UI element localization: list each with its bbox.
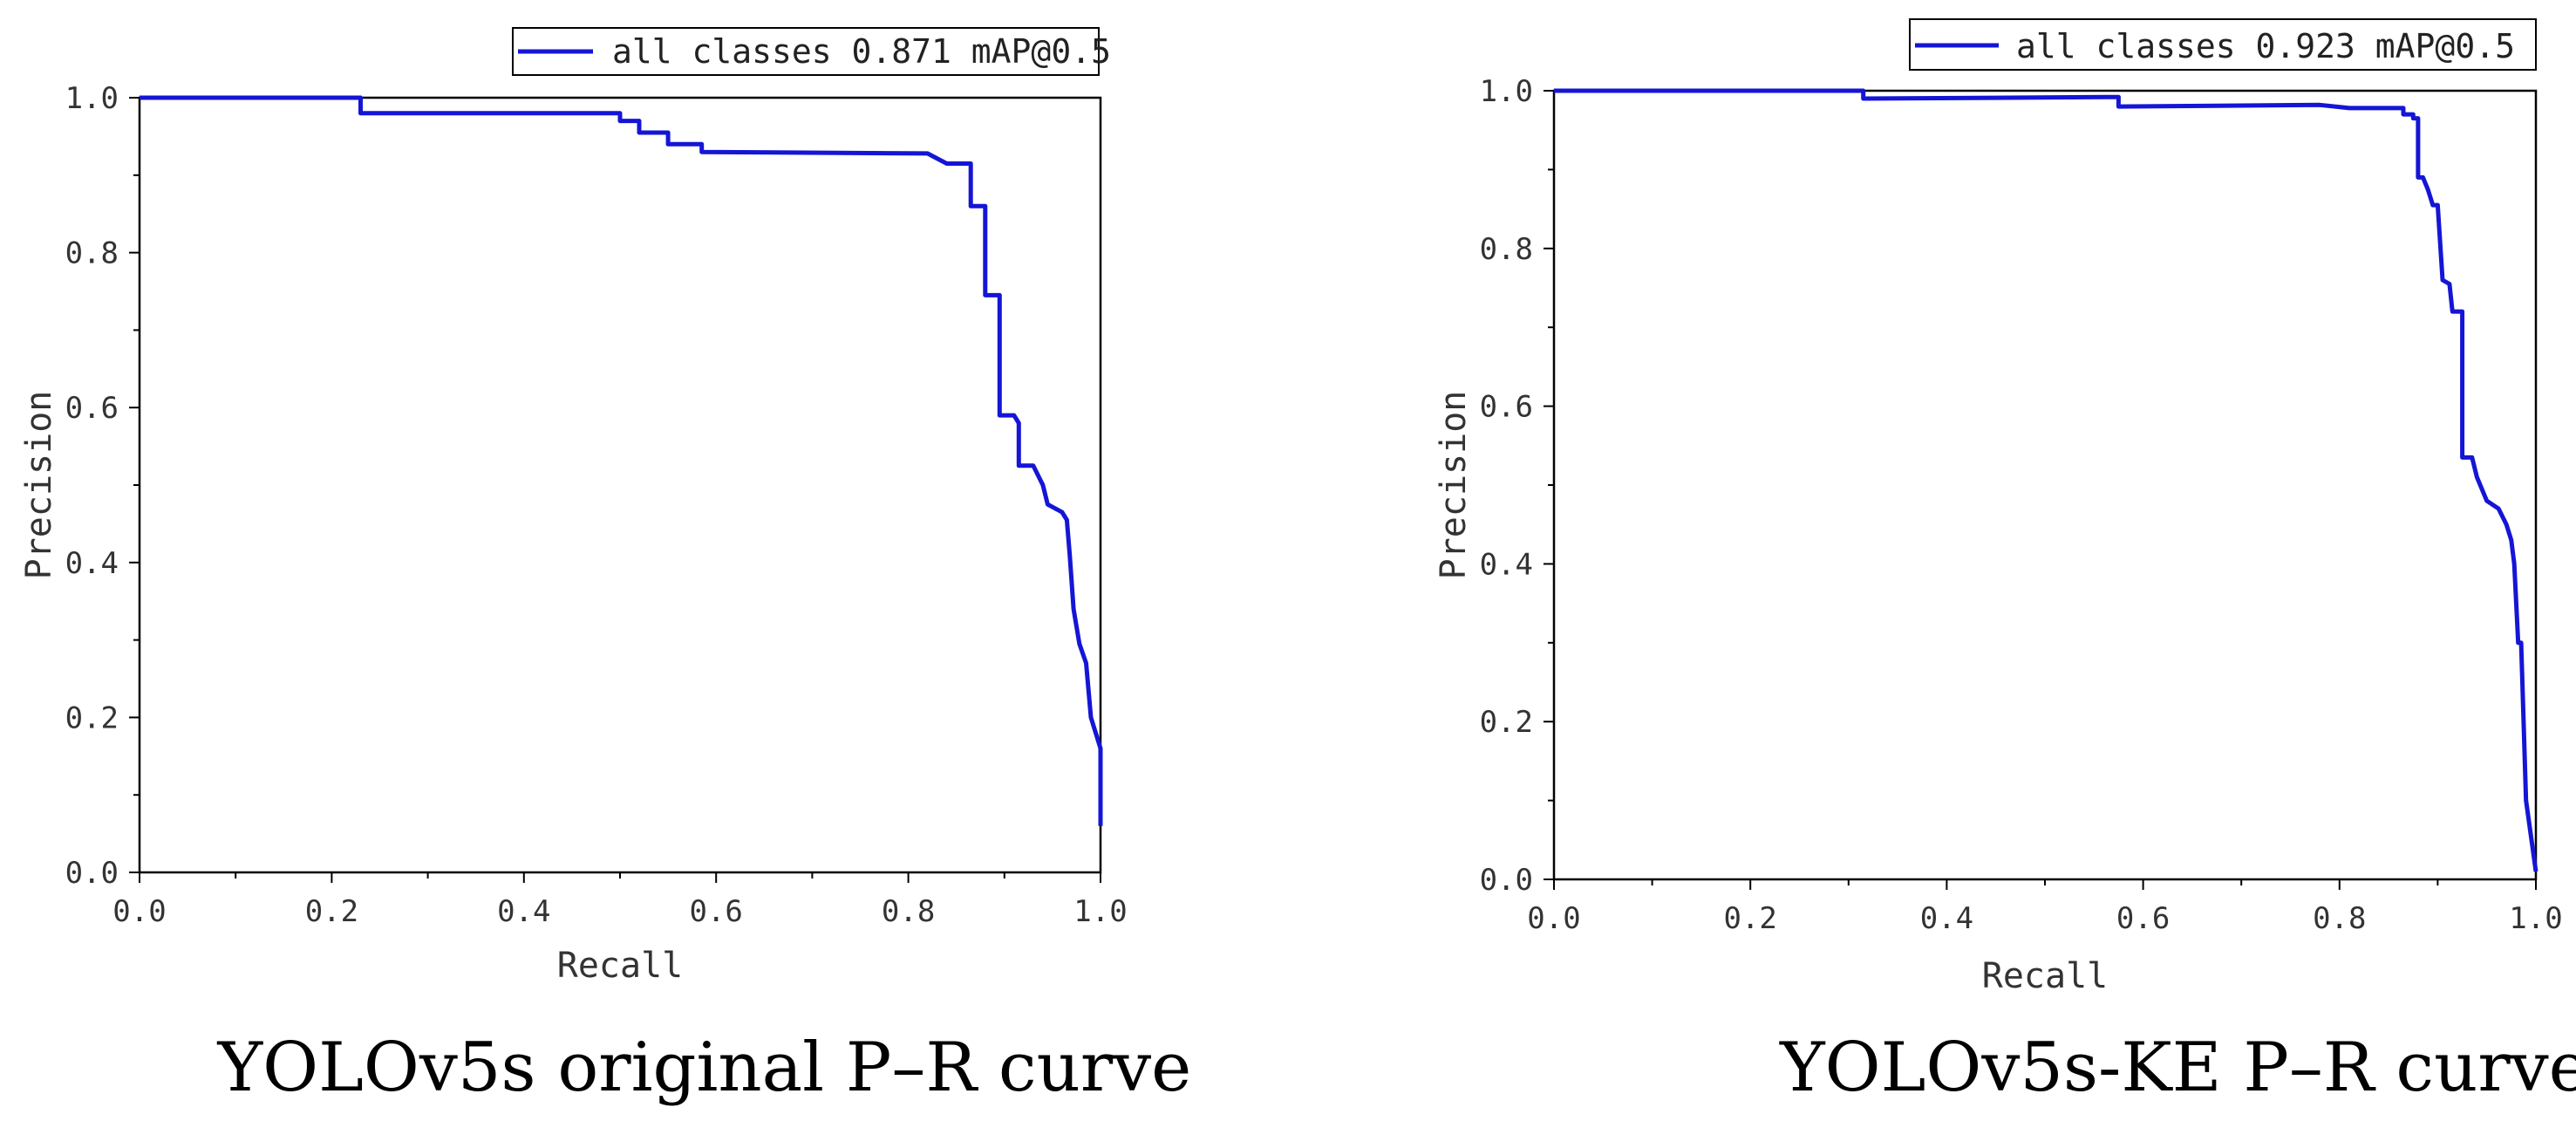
x-tick-label: 1.0 <box>1073 894 1127 929</box>
x-tick-label: 0.4 <box>497 894 550 929</box>
y-tick-label: 0.6 <box>1480 390 1533 425</box>
x-tick-label: 0.6 <box>689 894 742 929</box>
x-tick-label: 0.2 <box>1723 901 1776 936</box>
x-tick-label: 0.0 <box>1527 901 1580 936</box>
y-tick-label: 0.2 <box>1480 705 1533 740</box>
tick-marks <box>129 97 1101 883</box>
y-axis-title: Precision <box>1434 391 1474 580</box>
y-tick-label: 0.4 <box>1480 547 1533 582</box>
y-tick-label: 0.0 <box>65 856 119 891</box>
legend: all classes 0.923 mAP@0.5 <box>1909 18 2537 71</box>
x-tick-labels: 0.0 0.2 0.4 0.6 0.8 1.0 <box>1527 901 2562 936</box>
legend-label: all classes 0.871 mAP@0.5 <box>612 32 1111 71</box>
caption-right: YOLOv5s-KE P–R curve <box>1779 1029 2576 1107</box>
legend: all classes 0.871 mAP@0.5 <box>512 27 1111 76</box>
x-tick-label: 1.0 <box>2509 901 2562 936</box>
chart-yolov5s-ke: 0.0 0.2 0.4 0.6 0.8 1.0 0.0 0.2 0.4 0.6 0.8 1.0 Re… <box>1434 18 2576 1107</box>
plot-area <box>1552 89 2538 881</box>
tick-marks <box>1544 90 2537 890</box>
y-tick-label: 1.0 <box>1480 74 1533 109</box>
x-axis-title: Recall <box>557 946 684 986</box>
x-tick-label: 0.8 <box>882 894 935 929</box>
x-tick-labels: 0.0 0.2 0.4 0.6 0.8 1.0 <box>112 894 1127 929</box>
legend-box <box>1909 18 2537 71</box>
x-tick-label: 0.6 <box>2116 901 2170 936</box>
plot-area <box>138 96 1102 874</box>
y-tick-labels: 0.0 0.2 0.4 0.6 0.8 1.0 <box>65 81 119 891</box>
y-tick-labels: 0.0 0.2 0.4 0.6 0.8 1.0 <box>1480 74 1533 898</box>
x-tick-label: 0.8 <box>2313 901 2366 936</box>
x-axis-title: Recall <box>1982 956 2109 996</box>
y-tick-label: 0.0 <box>1480 863 1533 898</box>
chart-yolov5s-original: 0.0 0.2 0.4 0.6 0.8 1.0 0.0 0.2 0.4 0.6 0.8 1.0 Re… <box>19 27 1192 1107</box>
y-tick-label: 0.4 <box>65 546 119 581</box>
legend-label: all classes 0.923 mAP@0.5 <box>2016 27 2515 65</box>
y-axis-title: Precision <box>19 391 59 580</box>
y-tick-label: 0.2 <box>65 701 119 735</box>
legend-box <box>512 27 1100 76</box>
y-tick-label: 1.0 <box>65 81 119 116</box>
y-tick-label: 0.6 <box>65 391 119 426</box>
x-tick-label: 0.4 <box>1920 901 1973 936</box>
y-tick-label: 0.8 <box>1480 232 1533 267</box>
caption-left: YOLOv5s original P–R curve <box>217 1029 1192 1107</box>
pr-curve-line <box>140 95 1103 826</box>
pr-curve-line <box>1554 88 2539 872</box>
x-tick-label: 0.0 <box>112 894 166 929</box>
y-tick-label: 0.8 <box>65 236 119 271</box>
x-tick-label: 0.2 <box>305 894 358 929</box>
